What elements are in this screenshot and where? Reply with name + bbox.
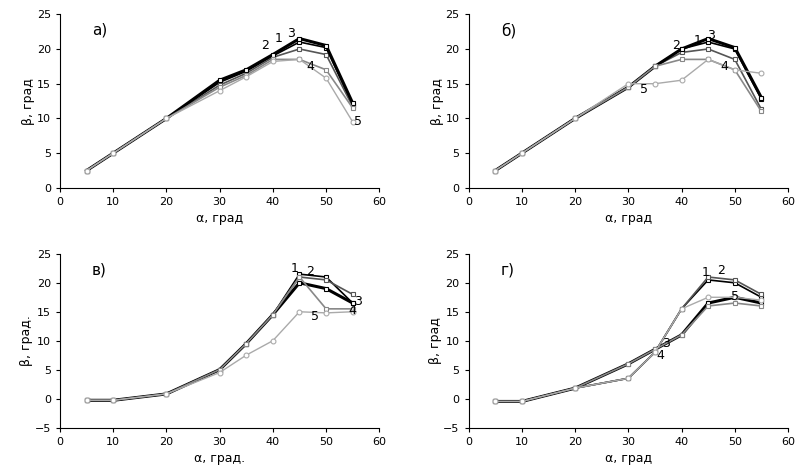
Text: 1: 1 <box>290 262 298 275</box>
X-axis label: α, град: α, град <box>196 212 243 226</box>
Text: 4: 4 <box>720 60 728 73</box>
Text: г): г) <box>501 263 514 277</box>
Text: 4: 4 <box>349 304 357 317</box>
Text: 5: 5 <box>311 310 319 323</box>
Text: 1: 1 <box>274 32 282 45</box>
Y-axis label: β, град: β, град <box>431 77 444 124</box>
Text: 5: 5 <box>640 83 648 96</box>
Text: 2: 2 <box>718 264 726 276</box>
Text: б): б) <box>501 23 516 38</box>
Text: 4: 4 <box>306 60 314 73</box>
Text: 2: 2 <box>672 39 680 52</box>
X-axis label: α, град: α, град <box>605 452 652 465</box>
X-axis label: α, град.: α, град. <box>194 452 246 465</box>
Text: 2: 2 <box>261 39 269 52</box>
Text: 3: 3 <box>354 295 362 308</box>
X-axis label: α, град: α, град <box>605 212 652 226</box>
Text: 1: 1 <box>694 34 702 47</box>
Text: а): а) <box>92 23 107 38</box>
Y-axis label: β, град: β, град <box>22 77 35 124</box>
Text: 3: 3 <box>707 28 714 42</box>
Text: 3: 3 <box>662 337 670 350</box>
Text: 3: 3 <box>287 27 295 40</box>
Text: в): в) <box>92 263 107 277</box>
Text: 1: 1 <box>702 266 710 279</box>
Text: 5: 5 <box>730 290 738 303</box>
Text: 5: 5 <box>354 115 362 128</box>
Text: 2: 2 <box>306 265 314 278</box>
Y-axis label: β, град: β, град <box>429 317 442 364</box>
Text: 4: 4 <box>656 349 664 361</box>
Y-axis label: β, град.: β, град. <box>20 315 34 366</box>
